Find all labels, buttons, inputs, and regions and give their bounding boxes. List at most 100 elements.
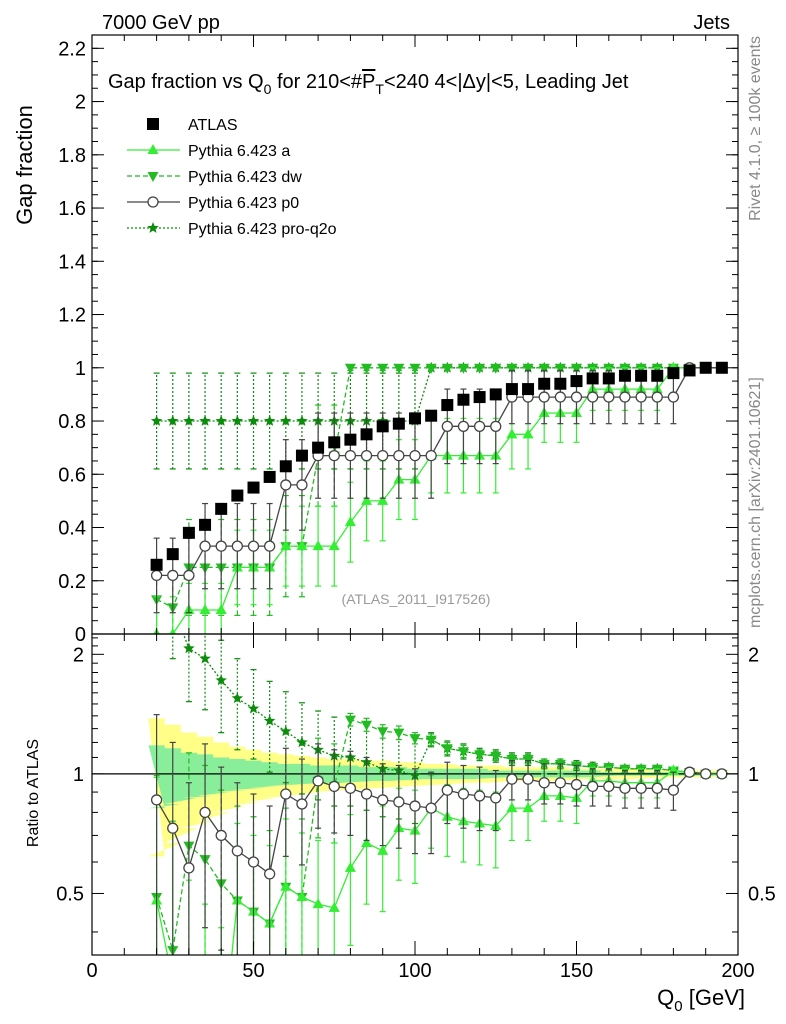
legend: ATLAS Pythia 6.423 a Pythia 6.423 dw Pythia…	[127, 117, 337, 238]
pythia-p0-point	[344, 449, 357, 462]
ratio-ytick-label: 2	[73, 644, 84, 666]
main-data-area	[150, 361, 728, 634]
pythia-q2o-point	[215, 415, 227, 426]
main-ytick-label: 0	[75, 624, 86, 646]
ratio-series-p0	[150, 714, 728, 955]
pythia-p0-point	[377, 449, 389, 462]
pythia-dw-point	[474, 750, 486, 761]
xaxis-title: Q0 [GeV]	[657, 985, 745, 1015]
pythia-p0-point	[522, 773, 534, 785]
pythia-p0-point	[554, 777, 566, 789]
atlas-point	[457, 393, 470, 406]
pythia-p0-point	[263, 868, 276, 880]
pythia-dw-point	[147, 172, 159, 182]
main-ytick-label: 1.6	[58, 198, 86, 220]
atlas-point	[295, 449, 308, 462]
pythia-p0-point	[619, 782, 631, 794]
pythia-p0-point	[651, 782, 663, 794]
pythia-p0-point	[263, 540, 276, 552]
pythia-p0-point	[716, 768, 728, 780]
pythia-p0-point	[490, 792, 502, 804]
pythia-dw-point	[393, 363, 405, 374]
title-mid: for 210<#	[271, 71, 363, 93]
pythia-q2o-point	[280, 725, 292, 737]
pythia-p0-point	[150, 794, 163, 806]
pythia-q2o-point	[231, 692, 244, 704]
plot-title: Gap fraction vs Q0 for 210<#PT<240 4<|Δy…	[108, 71, 629, 97]
title-pbar: P	[362, 71, 375, 93]
pythia-a-point	[312, 540, 324, 551]
title-sub0: 0	[264, 81, 272, 97]
series-dw	[151, 363, 728, 634]
pythia-p0-point	[683, 766, 696, 778]
atlas-point	[489, 388, 502, 401]
pythia-dw-point	[522, 363, 534, 374]
pythia-p0-point	[554, 391, 566, 403]
pythia-dw-point	[409, 734, 421, 745]
pythia-p0-point	[167, 569, 179, 582]
ratio-panel: 0.5 0.5 1 1 2 2 0 50 100 150 200	[56, 633, 776, 982]
atlas-point	[215, 502, 228, 515]
atlas-point	[683, 364, 696, 377]
xtick-label: 0	[86, 960, 97, 982]
line-dw	[156, 367, 722, 609]
atlas-point	[554, 377, 567, 390]
pythia-q2o-point	[280, 415, 292, 426]
pythia-q2o-point	[183, 642, 195, 654]
pythia-a-point	[280, 540, 292, 551]
pythia-q2o-point	[247, 415, 260, 426]
pythia-p0-point	[167, 822, 179, 834]
pythia-p0-point	[328, 449, 340, 462]
pythia-q2o-point	[183, 415, 195, 426]
pythia-dw-point	[425, 363, 437, 374]
pythia-p0-point	[473, 420, 486, 432]
pythia-dw-point	[538, 363, 550, 374]
atlas-point	[570, 375, 583, 388]
ratio-ytick-label: 1	[73, 764, 84, 786]
pythia-p0-point	[280, 479, 292, 491]
atlas-point	[618, 369, 631, 382]
atlas-point	[312, 441, 325, 454]
pythia-p0-point	[457, 788, 470, 800]
pythia-p0-point	[312, 775, 324, 787]
atlas-point	[425, 409, 438, 422]
pythia-p0-point	[635, 782, 647, 794]
pythia-q2o-point	[296, 736, 308, 748]
main-ytick-label: 1	[75, 358, 86, 380]
pythia-a-point	[199, 604, 211, 615]
pythia-dw-point	[377, 363, 389, 374]
pythia-dw-point	[571, 363, 582, 374]
atlas-point	[344, 433, 357, 446]
atlas-point	[263, 470, 276, 483]
ratio-band-inner	[148, 745, 730, 809]
pythia-q2o-point	[147, 222, 159, 233]
pythia-p0-point	[360, 788, 373, 800]
pythia-p0-point	[344, 782, 357, 794]
atlas-point	[715, 361, 728, 374]
atlas-point	[505, 383, 518, 396]
main-ytick-label: 0.2	[58, 571, 86, 593]
pythia-q2o-point	[296, 415, 308, 426]
header-jets-label: Jets	[693, 12, 730, 34]
pythia-p0-point	[538, 777, 550, 789]
pythia-q2o-point	[263, 714, 276, 726]
pythia-a-point	[147, 144, 159, 154]
atlas-point	[667, 367, 680, 380]
xtick-label: 100	[398, 960, 431, 982]
pythia-q2o-point	[199, 652, 211, 664]
pythia-a-point	[312, 898, 324, 909]
atlas-point	[182, 526, 195, 539]
pythia-p0-point	[635, 391, 647, 403]
pythia-a-point	[506, 802, 518, 813]
pythia-q2o-point	[231, 415, 244, 426]
series-atlas	[150, 361, 728, 571]
pythia-a-point	[169, 628, 177, 634]
pythia-p0-point	[215, 540, 227, 552]
xtick-label: 150	[560, 960, 593, 982]
ratio-ytick-label: 0.5	[56, 883, 84, 905]
atlas-point	[441, 399, 454, 412]
pythia-a-point	[377, 494, 389, 505]
pythia-p0-point	[409, 449, 421, 462]
pythia-p0-point	[651, 391, 663, 403]
xaxis-title-sub: 0	[674, 998, 682, 1015]
